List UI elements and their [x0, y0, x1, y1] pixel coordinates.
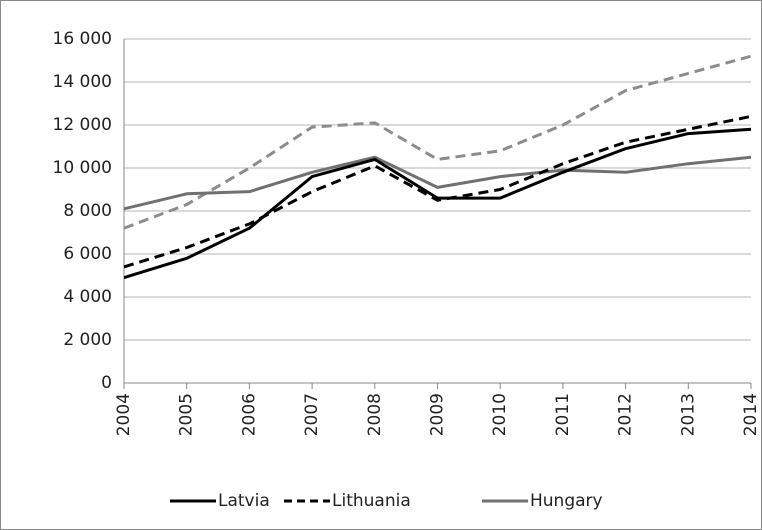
y-tick-label: 12 000: [53, 115, 112, 135]
x-tick-label: 2006: [239, 393, 259, 436]
x-tick-label: 2013: [678, 393, 698, 436]
y-tick-label: 0: [101, 373, 112, 393]
legend-label: Hungary: [530, 491, 603, 511]
series-line: [123, 54, 752, 230]
y-tick-label: 4 000: [63, 287, 112, 307]
y-tick-label: 6 000: [63, 244, 112, 264]
y-tick-label: 10 000: [53, 158, 112, 178]
y-tick-label: 2 000: [63, 330, 112, 350]
series-line: [123, 114, 752, 269]
x-tick-label: 2012: [616, 393, 636, 436]
series-line: [123, 127, 752, 280]
x-tick-label: 2010: [490, 393, 510, 436]
legend-label: Latvia: [218, 491, 270, 511]
y-tick-label: 8 000: [63, 201, 112, 221]
x-tick-label: 2014: [741, 393, 761, 436]
series-line: [123, 155, 752, 211]
x-tick-label: 2004: [114, 393, 134, 436]
x-tick-label: 2007: [302, 393, 322, 436]
legend-label: Lithuania: [332, 491, 411, 511]
x-tick-label: 2005: [177, 393, 197, 436]
y-tick-label: 16 000: [53, 29, 112, 49]
y-tick-label: 14 000: [53, 72, 112, 92]
x-tick-label: 2011: [553, 393, 573, 436]
x-tick-label: 2009: [428, 393, 448, 436]
x-tick-label: 2008: [365, 393, 385, 436]
